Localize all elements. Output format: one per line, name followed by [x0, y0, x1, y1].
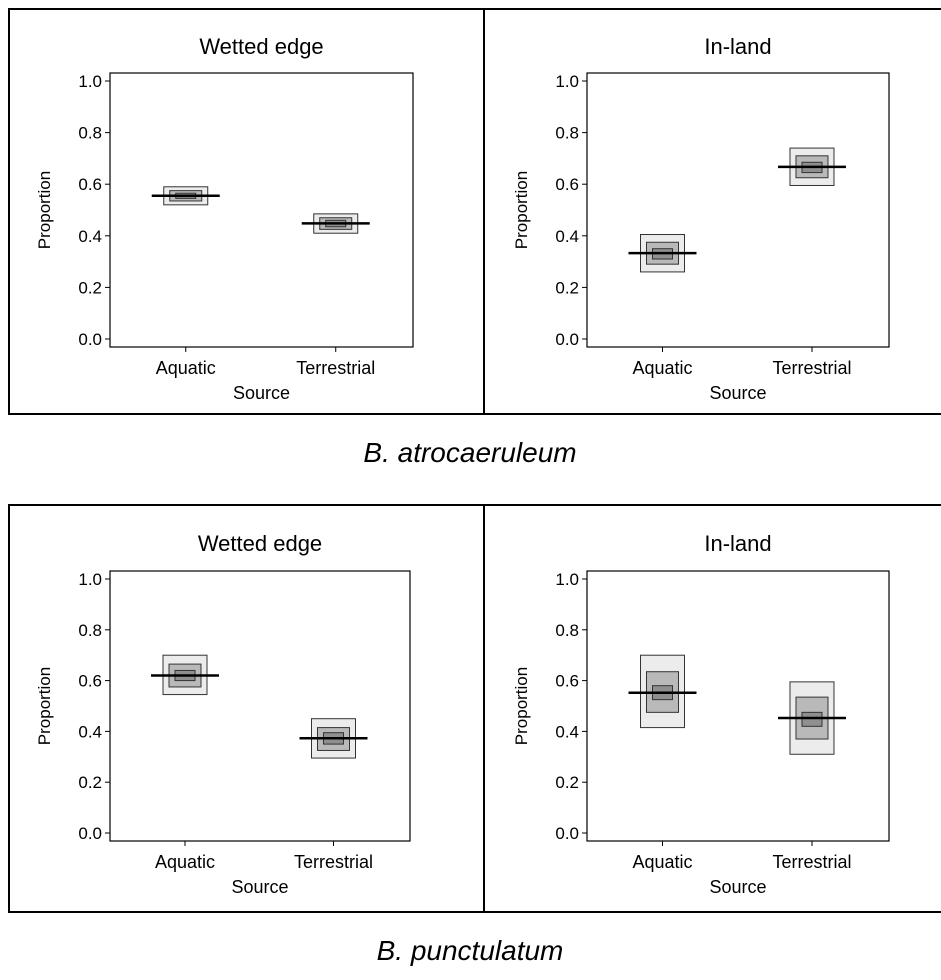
y-axis-label: Proportion	[35, 171, 54, 249]
panel-title: Wetted edge	[199, 34, 323, 59]
panel-4: In-land 0.0 0.2 0.4 0.6 0.8 1.0 Proportion Aquat…	[512, 531, 890, 897]
species-caption-bottom: B. punctulatum	[377, 935, 564, 966]
x-axis-label: Source	[709, 877, 766, 897]
plot-area	[109, 570, 411, 842]
x-tick-label: Aquatic	[632, 852, 692, 872]
y-tick-label: 0.4	[555, 227, 579, 246]
x-tick-label: Terrestrial	[294, 852, 373, 872]
y-tick-label: 0.2	[555, 278, 579, 297]
y-tick-label: 0.8	[555, 124, 579, 143]
x-tick-label: Terrestrial	[772, 358, 851, 378]
y-tick-label: 1.0	[555, 72, 579, 91]
y-tick-label: 0.2	[78, 278, 102, 297]
y-tick-label: 0.0	[555, 330, 579, 349]
y-tick-label: 0.8	[555, 621, 579, 640]
x-tick-label: Terrestrial	[772, 852, 851, 872]
y-axis-label: Proportion	[512, 171, 531, 249]
y-tick-label: 0.6	[78, 672, 102, 691]
y-tick-label: 0.0	[78, 330, 102, 349]
panel-title: Wetted edge	[198, 531, 322, 556]
y-tick-label: 0.6	[555, 672, 579, 691]
panels: Wetted edge 0.0 0.2 0.4 0.6 0.8 1.0 Proportion A…	[35, 34, 890, 897]
x-axis-label: Source	[709, 383, 766, 403]
x-axis-label: Source	[231, 877, 288, 897]
panel-1: Wetted edge 0.0 0.2 0.4 0.6 0.8 1.0 Proportion A…	[35, 34, 414, 403]
credible-interval-box	[801, 711, 823, 727]
plot-area	[586, 570, 890, 842]
panel-title: In-land	[704, 34, 771, 59]
panel-2: In-land 0.0 0.2 0.4 0.6 0.8 1.0 Proportion Aquat…	[512, 34, 890, 403]
y-axis-label: Proportion	[35, 667, 54, 745]
y-axis-label: Proportion	[512, 667, 531, 745]
y-tick-label: 0.6	[78, 175, 102, 194]
y-tick-label: 0.2	[78, 773, 102, 792]
y-tick-label: 0.2	[555, 773, 579, 792]
y-tick-label: 0.0	[78, 824, 102, 843]
y-tick-label: 0.8	[78, 124, 102, 143]
y-tick-label: 1.0	[555, 570, 579, 589]
x-tick-label: Aquatic	[632, 358, 692, 378]
y-tick-label: 0.4	[78, 722, 102, 741]
x-axis-label: Source	[233, 383, 290, 403]
group-frame-bottom	[8, 504, 941, 913]
y-tick-label: 0.4	[78, 227, 102, 246]
species-caption-top: B. atrocaeruleum	[363, 437, 576, 468]
y-tick-label: 1.0	[78, 72, 102, 91]
x-tick-label: Terrestrial	[296, 358, 375, 378]
panel-title: In-land	[704, 531, 771, 556]
x-tick-label: Aquatic	[155, 852, 215, 872]
x-tick-label: Aquatic	[156, 358, 216, 378]
y-tick-label: 1.0	[78, 570, 102, 589]
group-frame-top	[8, 8, 941, 415]
panel-3: Wetted edge 0.0 0.2 0.4 0.6 0.8 1.0 Proportion A…	[35, 531, 411, 897]
y-tick-label: 0.6	[555, 175, 579, 194]
plot-area	[586, 72, 890, 348]
y-tick-label: 0.4	[555, 722, 579, 741]
y-tick-label: 0.0	[555, 824, 579, 843]
y-tick-label: 0.8	[78, 621, 102, 640]
plot-area	[109, 72, 414, 348]
